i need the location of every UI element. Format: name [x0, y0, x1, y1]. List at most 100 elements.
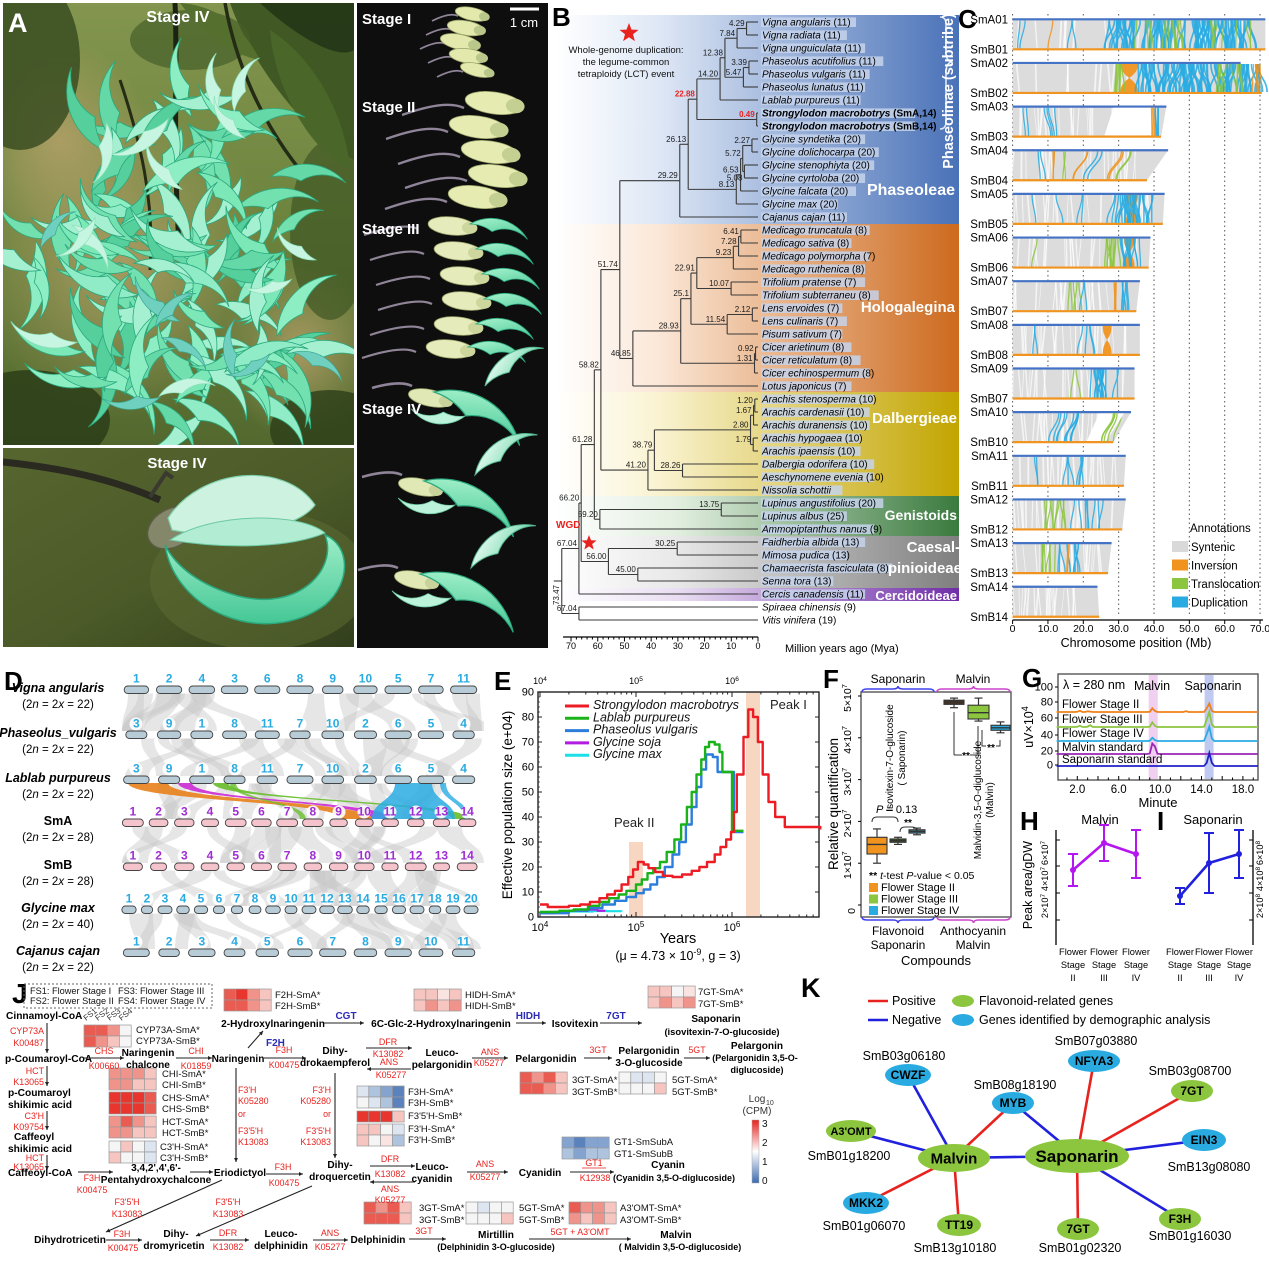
svg-text:Glycine stenophiyta (20): Glycine stenophiyta (20): [762, 161, 870, 172]
svg-text:F3'H: F3'H: [313, 1085, 331, 1095]
svg-text:Vitis vinifera (19): Vitis vinifera (19): [762, 616, 836, 627]
svg-text:Whole-genome duplication:: Whole-genome duplication:: [568, 45, 683, 56]
svg-text:Medicago truncatula (8): Medicago truncatula (8): [762, 226, 867, 237]
svg-text:Saponarin: Saponarin: [1183, 812, 1242, 827]
svg-text:Faidherbia albida (13): Faidherbia albida (13): [762, 538, 859, 549]
svg-text:7: 7: [284, 849, 291, 863]
svg-text:3: 3: [181, 805, 188, 819]
svg-text:Glycine max: Glycine max: [21, 901, 96, 915]
svg-text:Glycine syndetika (20): Glycine syndetika (20): [762, 135, 861, 146]
svg-text:SmB06: SmB06: [970, 263, 1008, 275]
svg-text:3: 3: [231, 672, 238, 686]
svg-text:FS1: Flower Stage I: FS1: Flower Stage I: [30, 986, 111, 996]
svg-text:18: 18: [428, 892, 442, 906]
svg-text:25.1: 25.1: [673, 289, 689, 298]
svg-text:3GT-SmA*: 3GT-SmA*: [419, 1203, 465, 1214]
svg-text:H: H: [1020, 806, 1039, 836]
svg-text:diglucoside): diglucoside): [730, 1065, 783, 1075]
svg-text:29.29: 29.29: [658, 171, 679, 180]
svg-text:Strongylodon macrobotrys (SmA,: Strongylodon macrobotrys (SmA,14): [762, 109, 936, 120]
svg-text:Phaseolus_vulgaris: Phaseolus_vulgaris: [0, 726, 117, 740]
svg-text:II: II: [1070, 973, 1075, 983]
svg-text:(2n = 2x = 22): (2n = 2x = 22): [22, 789, 94, 801]
svg-text:Strongylodon macrobotrys (SmB,: Strongylodon macrobotrys (SmB,14): [762, 122, 936, 133]
svg-text:Arachis ipaensis (10): Arachis ipaensis (10): [761, 447, 855, 458]
svg-text:Saponarin: Saponarin: [1185, 679, 1242, 693]
svg-text:K13065: K13065: [13, 1077, 44, 1087]
svg-text:SmB13g10180: SmB13g10180: [914, 1241, 997, 1255]
svg-text:Duplication: Duplication: [1191, 598, 1248, 610]
svg-text:11: 11: [384, 805, 397, 819]
svg-text:drokaempferol: drokaempferol: [300, 1058, 370, 1069]
svg-text:Log: Log: [749, 1094, 766, 1105]
svg-text:5GT-SmA*: 5GT-SmA*: [519, 1203, 565, 1214]
svg-text:4.29: 4.29: [729, 19, 745, 28]
svg-text:K05277: K05277: [315, 1242, 346, 1252]
svg-text:Cyanidin: Cyanidin: [519, 1168, 562, 1179]
svg-text:Cajanus cajan: Cajanus cajan: [16, 944, 100, 958]
svg-text:Stage: Stage: [1124, 960, 1148, 970]
svg-text:HIDH-SmA*: HIDH-SmA*: [465, 990, 516, 1001]
svg-text:4: 4: [207, 849, 214, 863]
svg-text:22.88: 22.88: [675, 90, 696, 99]
svg-text:8: 8: [297, 672, 304, 686]
svg-text:F3'5'H-SmB*: F3'5'H-SmB*: [408, 1111, 463, 1122]
svg-text:28.26: 28.26: [660, 461, 681, 470]
svg-text:SmA07: SmA07: [970, 276, 1008, 288]
svg-text:5GT-SmA*: 5GT-SmA*: [672, 1075, 718, 1086]
svg-text:SmA06: SmA06: [970, 233, 1008, 245]
svg-text:CWZF: CWZF: [891, 1068, 926, 1082]
svg-text:Cinnamoyl-CoA: Cinnamoyl-CoA: [6, 1011, 83, 1022]
svg-text:SmA09: SmA09: [970, 364, 1008, 376]
svg-text:30: 30: [673, 641, 683, 651]
svg-text:7GT-SmA*: 7GT-SmA*: [698, 987, 744, 998]
svg-text:(Malvin): (Malvin): [985, 782, 996, 818]
svg-text:Caffeoyl: Caffeoyl: [14, 1132, 54, 1143]
svg-text:SmB13g08080: SmB13g08080: [1168, 1160, 1251, 1174]
svg-text:4: 4: [180, 892, 187, 906]
svg-text:14: 14: [460, 849, 474, 863]
svg-text:1: 1: [133, 935, 140, 949]
svg-text:C3'H-SmB*: C3'H-SmB*: [160, 1153, 209, 1164]
svg-text:5: 5: [395, 672, 402, 686]
svg-text:13: 13: [338, 892, 352, 906]
svg-text:73.47: 73.47: [552, 584, 561, 605]
svg-text:F3H: F3H: [276, 1045, 293, 1055]
svg-text:delphinidin: delphinidin: [254, 1241, 308, 1252]
svg-text:1×107: 1×107: [840, 851, 855, 879]
svg-text:SmB04: SmB04: [970, 175, 1008, 187]
svg-text:6: 6: [258, 849, 265, 863]
svg-text:5.08: 5.08: [727, 174, 743, 183]
svg-text:2.12: 2.12: [735, 305, 751, 314]
svg-text:SmB13: SmB13: [970, 568, 1008, 580]
svg-text:2: 2: [166, 672, 173, 686]
svg-text:F3'H-SmB*: F3'H-SmB*: [408, 1135, 456, 1146]
svg-text:pinioideae: pinioideae: [888, 560, 962, 577]
svg-text:2: 2: [155, 805, 162, 819]
svg-text:7GT-SmB*: 7GT-SmB*: [698, 999, 744, 1010]
svg-text:SmB01g06070: SmB01g06070: [823, 1219, 906, 1233]
svg-text:8: 8: [310, 805, 317, 819]
svg-text:Glycine max: Glycine max: [593, 747, 663, 761]
svg-text:Isovitexin: Isovitexin: [552, 1019, 599, 1030]
svg-text:ANS: ANS: [321, 1228, 339, 1238]
svg-text:Phaseolus vulgaris: Phaseolus vulgaris: [593, 723, 698, 737]
svg-text:Stage: Stage: [1092, 960, 1116, 970]
svg-text:7: 7: [329, 935, 336, 949]
svg-text:Stage: Stage: [1168, 960, 1192, 970]
svg-text:11: 11: [261, 717, 274, 731]
svg-text:HCT: HCT: [26, 1066, 45, 1076]
svg-text:0: 0: [528, 912, 534, 924]
svg-text:Stage IV: Stage IV: [362, 401, 421, 418]
svg-text:40: 40: [522, 812, 534, 824]
svg-text:30.0: 30.0: [1108, 623, 1129, 635]
svg-text:5GT + A3'OMT: 5GT + A3'OMT: [551, 1227, 611, 1237]
svg-text:CHS-SmB*: CHS-SmB*: [162, 1104, 210, 1115]
svg-text:shikimic acid: shikimic acid: [8, 1100, 72, 1111]
svg-text:Trifolium pratense (7): Trifolium pratense (7): [762, 278, 856, 289]
svg-text:(μ = 4.73 × 10-9, g = 3): (μ = 4.73 × 10-9, g = 3): [615, 947, 740, 963]
svg-text:70: 70: [522, 737, 534, 749]
svg-text:Phaseolus acutifolius (11): Phaseolus acutifolius (11): [762, 57, 876, 68]
svg-text:K00660: K00660: [89, 1061, 120, 1071]
svg-text:Stage: Stage: [1061, 960, 1085, 970]
